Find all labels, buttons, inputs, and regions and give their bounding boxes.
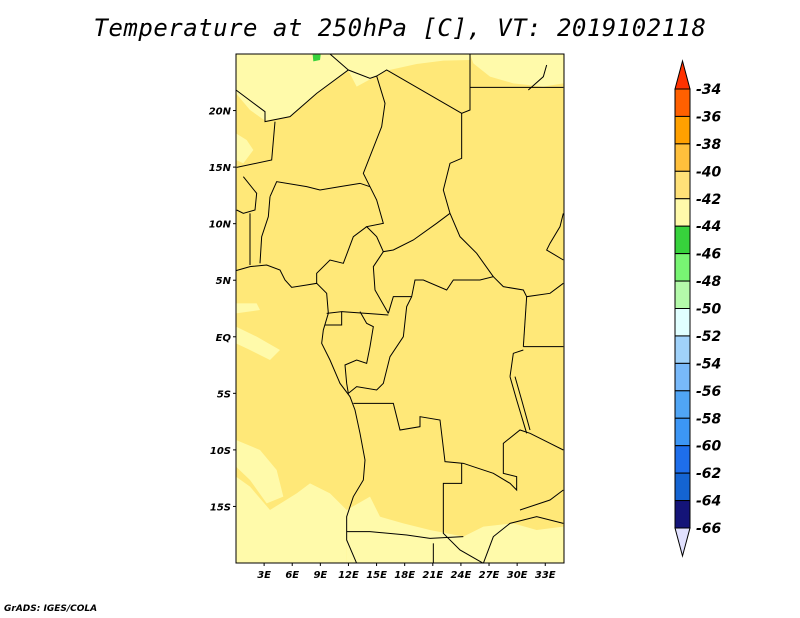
colorbar-swatch [674,308,691,337]
lat-tick-label: 10S [210,446,231,457]
lon-tick-label: 27E [479,570,500,581]
colorbar-label: -38 [696,137,722,153]
colorbar-label: -44 [696,219,721,235]
colorbar-swatch [674,198,691,227]
lon-tick-label: 9E [313,570,327,581]
colorbar: -34 -36 -38 -40 -42 -44 -46 -48 -50 -52 -54 -56 -58 -… [674,59,722,558]
colorbar-swatch [674,417,691,447]
colorbar-swatch [674,472,691,502]
country-borders [235,53,564,564]
colorbar-label: -66 [696,521,722,537]
colorbar-top-arrow [674,59,691,90]
colorbar-label: -34 [696,82,721,98]
lon-tick-label: 18E [394,570,415,581]
lat-tick-label: 15N [209,163,232,174]
colorbar-label: -52 [696,329,721,345]
colorbar-label: -40 [696,164,722,180]
lon-tick-label: 24E [451,570,472,581]
colorbar-swatch [674,225,691,255]
colorbar-label: -62 [696,466,721,482]
light-region-northeast [469,53,564,87]
colorbar-label: -60 [696,439,722,455]
colorbar-swatch [674,362,691,392]
colorbar-swatch [674,170,691,200]
light-region-southwest [235,439,347,564]
colorbar-swatch [674,335,691,364]
lat-tick-label: EQ [216,333,232,344]
light-region-north [235,53,470,121]
lon-tick-label: 6E [285,570,299,581]
colorbar-swatch [674,143,691,172]
lon-tick-label: 33E [535,570,556,581]
light-region-ocean-west [235,303,280,360]
lat-tick-label: 15S [210,502,231,513]
colorbar-label: -46 [696,247,722,263]
lat-tick-label: 10N [209,220,232,231]
light-region-west [235,133,254,164]
colorbar-swatch [674,500,691,529]
lat-tick-label: 20N [209,107,232,118]
lon-tick-label: 3E [257,570,271,581]
colorbar-label: -64 [696,494,721,510]
lon-tick-label: 30E [507,570,528,581]
colorbar-label: -56 [696,384,722,400]
longitude-axis: 3E 6E 9E 12E 15E 18E 21E 24E 27E 30E 33E [257,563,556,581]
colorbar-label: -50 [696,302,722,318]
colorbar-swatch [674,88,691,117]
plot-title: Temperature at 250hPa [C], VT: 201910211… [93,14,707,42]
colorbar-swatch [674,445,691,474]
map-features [235,53,564,564]
colorbar-label: -36 [696,109,722,125]
lat-tick-label: 5S [217,389,231,400]
colorbar-bottom-arrow [674,527,691,558]
light-region-south [346,496,564,564]
lat-tick-label: 5N [216,276,232,287]
colorbar-swatch [674,115,691,145]
latitude-axis: 20N 15N 10N 5N EQ 5S 10S 15S [209,107,236,513]
lon-tick-label: 15E [366,570,387,581]
colorbar-label: -58 [696,411,722,427]
lon-tick-label: 21E [422,570,443,581]
lon-tick-label: 12E [338,570,359,581]
grads-credit: GrADS: IGES/COLA [4,604,98,614]
colorbar-swatch [674,280,691,309]
colorbar-swatch [674,390,691,419]
green-patch [312,54,321,62]
coastline [235,264,366,564]
colorbar-label: -54 [696,356,721,372]
colorbar-label: -48 [696,274,722,290]
colorbar-swatch [674,253,691,282]
map-frame [235,53,565,564]
colorbar-label: -42 [696,192,721,208]
map-background [236,54,564,563]
